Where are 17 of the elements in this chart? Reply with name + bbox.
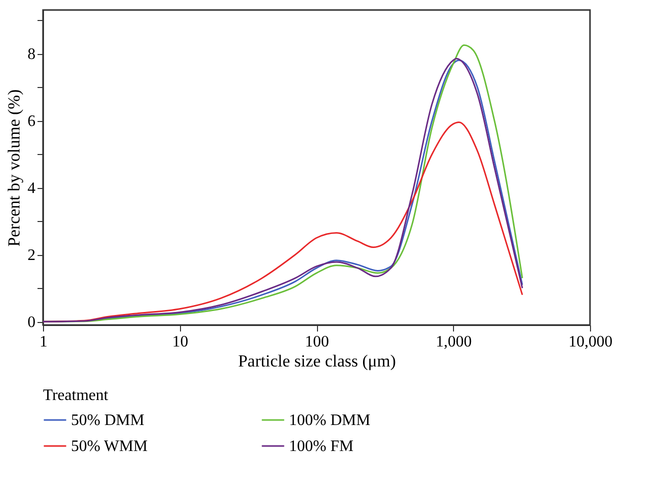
x-axis-title: Particle size class (μm): [238, 352, 396, 370]
y-tick-label: 8: [28, 46, 36, 64]
legend-title: Treatment: [43, 387, 109, 404]
legend-label: 100% DMM: [289, 412, 370, 429]
x-tick-label: 100: [305, 334, 329, 350]
x-tick-label: 1: [40, 334, 48, 350]
legend-label: 100% FM: [289, 438, 354, 455]
y-tick-label: 0: [28, 314, 36, 332]
y-tick-label: 6: [28, 113, 36, 130]
legend-label: 50% DMM: [71, 412, 144, 429]
x-tick-label: 10: [172, 334, 188, 350]
y-tick-label: 4: [28, 180, 36, 198]
y-tick-label: 2: [28, 247, 36, 264]
x-tick-label: 1,000: [436, 334, 472, 350]
y-axis-title: Percent by volume (%): [4, 89, 24, 247]
legend-label: 50% WMM: [71, 438, 148, 455]
x-tick-label: 10,000: [568, 334, 612, 350]
